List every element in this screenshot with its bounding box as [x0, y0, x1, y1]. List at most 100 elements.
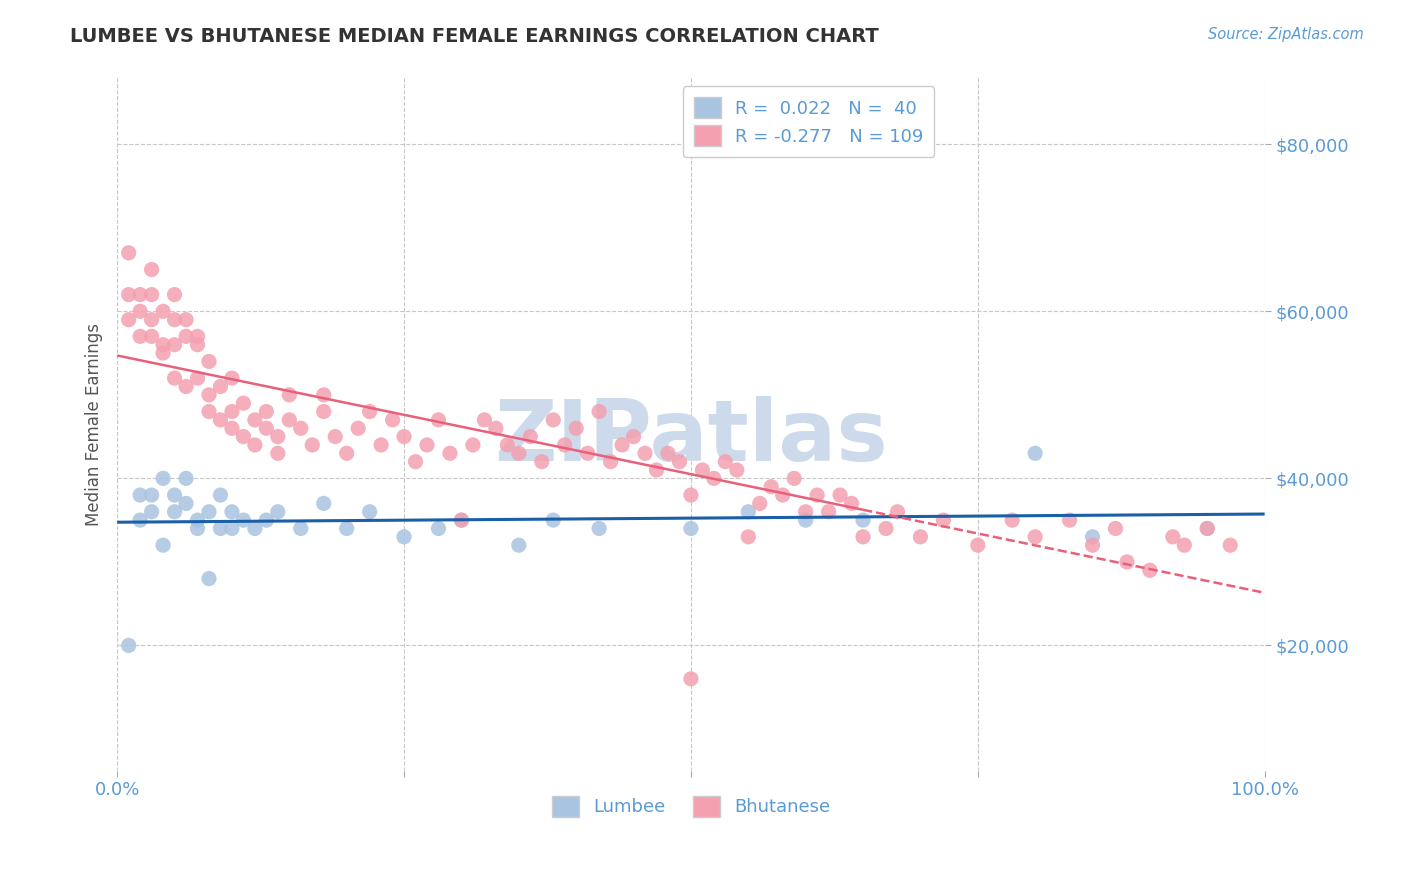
Point — [1219, 538, 1241, 552]
Point — [416, 438, 439, 452]
Point — [347, 421, 370, 435]
Point — [198, 572, 221, 586]
Point — [370, 438, 392, 452]
Point — [141, 329, 163, 343]
Point — [1197, 521, 1219, 535]
Point — [118, 245, 141, 260]
Point — [450, 513, 472, 527]
Point — [163, 371, 186, 385]
Point — [761, 480, 783, 494]
Point — [359, 404, 381, 418]
Point — [336, 446, 359, 460]
Point — [163, 488, 186, 502]
Point — [783, 471, 806, 485]
Point — [610, 438, 633, 452]
Point — [359, 505, 381, 519]
Point — [519, 429, 541, 443]
Point — [163, 287, 186, 301]
Point — [232, 513, 254, 527]
Point — [806, 488, 828, 502]
Point — [634, 446, 657, 460]
Point — [174, 312, 197, 326]
Point — [932, 513, 955, 527]
Point — [966, 538, 988, 552]
Point — [692, 463, 714, 477]
Point — [243, 521, 266, 535]
Point — [278, 388, 301, 402]
Text: Source: ZipAtlas.com: Source: ZipAtlas.com — [1208, 27, 1364, 42]
Point — [1059, 513, 1081, 527]
Point — [232, 429, 254, 443]
Point — [794, 505, 817, 519]
Text: LUMBEE VS BHUTANESE MEDIAN FEMALE EARNINGS CORRELATION CHART: LUMBEE VS BHUTANESE MEDIAN FEMALE EARNIN… — [70, 27, 879, 45]
Point — [254, 404, 277, 418]
Point — [312, 404, 335, 418]
Point — [267, 429, 290, 443]
Point — [221, 505, 243, 519]
Point — [737, 530, 759, 544]
Point — [267, 505, 290, 519]
Point — [163, 505, 186, 519]
Point — [209, 521, 232, 535]
Point — [323, 429, 346, 443]
Point — [267, 446, 290, 460]
Point — [541, 513, 564, 527]
Text: ZIPatlas: ZIPatlas — [494, 396, 887, 479]
Point — [1197, 521, 1219, 535]
Point — [875, 521, 897, 535]
Point — [623, 429, 645, 443]
Point — [1161, 530, 1184, 544]
Point — [186, 329, 208, 343]
Point — [129, 488, 152, 502]
Point — [141, 287, 163, 301]
Point — [129, 513, 152, 527]
Point — [679, 488, 702, 502]
Point — [910, 530, 932, 544]
Point — [679, 521, 702, 535]
Point — [174, 329, 197, 343]
Point — [174, 379, 197, 393]
Point — [392, 530, 415, 544]
Point — [141, 505, 163, 519]
Point — [886, 505, 908, 519]
Point — [174, 496, 197, 510]
Point — [541, 413, 564, 427]
Point — [474, 413, 496, 427]
Point — [405, 455, 427, 469]
Point — [152, 304, 174, 318]
Point — [1024, 530, 1046, 544]
Point — [657, 446, 679, 460]
Point — [152, 337, 174, 351]
Point — [679, 672, 702, 686]
Y-axis label: Median Female Earnings: Median Female Earnings — [86, 323, 103, 525]
Point — [209, 413, 232, 427]
Point — [427, 413, 450, 427]
Point — [841, 496, 863, 510]
Point — [163, 337, 186, 351]
Point — [221, 521, 243, 535]
Point — [198, 505, 221, 519]
Point — [565, 421, 588, 435]
Point — [232, 396, 254, 410]
Point — [554, 438, 576, 452]
Point — [118, 287, 141, 301]
Point — [221, 404, 243, 418]
Point — [301, 438, 323, 452]
Point — [1104, 521, 1126, 535]
Point — [508, 538, 530, 552]
Point — [209, 379, 232, 393]
Point — [439, 446, 461, 460]
Point — [1139, 563, 1161, 577]
Point — [852, 530, 875, 544]
Point — [703, 471, 725, 485]
Point — [254, 513, 277, 527]
Point — [599, 455, 621, 469]
Point — [772, 488, 794, 502]
Legend: Lumbee, Bhutanese: Lumbee, Bhutanese — [544, 789, 838, 824]
Point — [186, 513, 208, 527]
Point — [794, 513, 817, 527]
Point — [1081, 538, 1104, 552]
Point — [163, 312, 186, 326]
Point — [737, 505, 759, 519]
Point — [141, 488, 163, 502]
